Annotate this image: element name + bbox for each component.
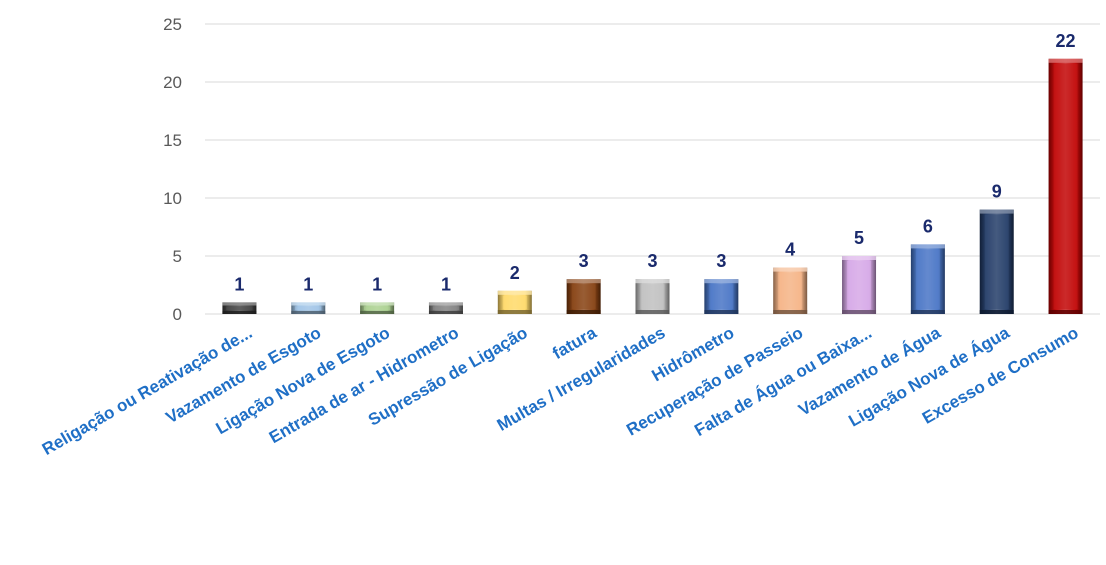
- y-tick-label: 20: [163, 73, 182, 92]
- bar-face: [778, 272, 803, 309]
- bar-bottom-edge: [635, 310, 670, 314]
- bar-face: [432, 306, 460, 311]
- data-label: 1: [234, 274, 244, 294]
- bar-bottom-edge: [842, 310, 877, 314]
- bar-face: [295, 306, 322, 311]
- bar: [704, 279, 739, 314]
- bar: [566, 279, 601, 314]
- bar-bottom-edge: [497, 310, 532, 314]
- bar-bottom-edge: [1048, 310, 1083, 314]
- data-label: 6: [923, 216, 933, 236]
- bar: [428, 302, 463, 314]
- bar-bottom-edge: [566, 310, 601, 314]
- bar-face: [502, 295, 527, 309]
- bar-top-edge: [635, 279, 670, 284]
- bar-top-edge: [566, 279, 601, 284]
- bar-face: [363, 306, 391, 311]
- bar: [842, 256, 877, 314]
- bar-bottom-edge: [428, 310, 463, 314]
- bar-bottom-edge: [979, 310, 1014, 314]
- bar-top-edge: [497, 290, 532, 295]
- bar-top-edge: [979, 209, 1014, 214]
- bar-face: [226, 306, 253, 311]
- bar-face: [709, 284, 734, 309]
- data-label: 22: [1056, 31, 1076, 51]
- data-labels: 1 1 1 1 2 3 3 3 4 5 6 9 22: [234, 31, 1075, 295]
- data-label: 1: [303, 274, 313, 294]
- data-label: 3: [579, 251, 589, 271]
- data-label: 3: [716, 251, 726, 271]
- bar-bottom-edge: [360, 310, 395, 314]
- x-axis: Religação ou Reativação de...Vazamento d…: [39, 323, 1082, 459]
- y-tick-label: 25: [163, 15, 182, 34]
- data-label: 3: [647, 251, 657, 271]
- bar-top-edge: [910, 244, 945, 249]
- bar-bottom-edge: [773, 310, 808, 314]
- bar-bottom-edge: [291, 310, 326, 314]
- bar-top-edge: [704, 279, 739, 284]
- bar: [497, 290, 532, 314]
- data-label: 2: [510, 263, 520, 283]
- bar-top-edge: [428, 302, 463, 306]
- y-axis: 0 5 10 15 20 25: [163, 15, 182, 324]
- bar-top-edge: [360, 302, 395, 306]
- y-tick-label: 15: [163, 131, 182, 150]
- bar: [773, 267, 808, 314]
- y-tick-label: 0: [173, 305, 182, 324]
- bars: [222, 58, 1083, 314]
- bar-face: [847, 261, 872, 309]
- y-tick-label: 5: [173, 247, 182, 266]
- bar-bottom-edge: [222, 310, 257, 314]
- bar: [291, 302, 326, 314]
- bar: [910, 244, 945, 314]
- x-tick-label: fatura: [549, 323, 600, 363]
- bar-face: [915, 249, 940, 309]
- gridlines: [205, 23, 1100, 315]
- bar-top-edge: [222, 302, 257, 306]
- bar-face: [640, 284, 665, 309]
- bar-face: [1053, 63, 1078, 309]
- bar-bottom-edge: [704, 310, 739, 314]
- bar-top-edge: [842, 256, 877, 260]
- bar-bottom-edge: [910, 310, 945, 314]
- data-label: 1: [372, 274, 382, 294]
- data-label: 1: [441, 274, 451, 294]
- bar-face: [571, 284, 596, 309]
- bar-top-edge: [291, 302, 326, 306]
- bar-face: [984, 214, 1009, 309]
- y-tick-label: 10: [163, 189, 182, 208]
- bar: [360, 302, 395, 314]
- data-label: 9: [992, 182, 1002, 202]
- data-label: 5: [854, 228, 864, 248]
- bar-top-edge: [1048, 58, 1083, 63]
- bar: [222, 302, 257, 314]
- data-label: 4: [785, 240, 795, 260]
- bar: [979, 209, 1014, 314]
- bar: [1048, 58, 1083, 314]
- bar-top-edge: [773, 267, 808, 272]
- bar: [635, 279, 670, 314]
